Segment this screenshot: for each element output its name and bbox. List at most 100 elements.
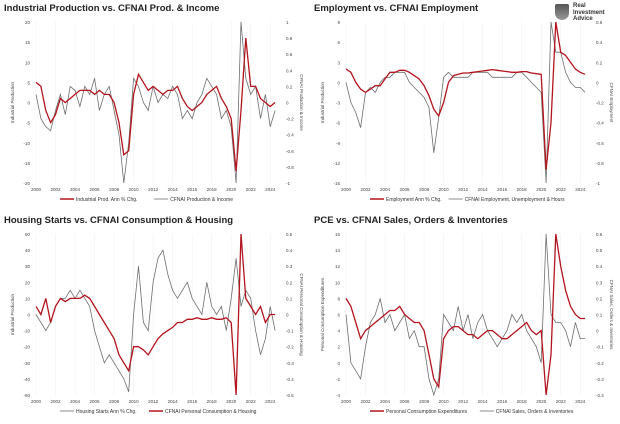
y2-tick-label: 0.6: [286, 52, 293, 57]
y2-tick-label: -0.8: [286, 165, 294, 170]
y-tick-label: -4: [336, 393, 340, 398]
y-tick-label: 0: [27, 101, 30, 106]
y-tick-label: -15: [23, 161, 30, 166]
x-tick-label: 2010: [439, 399, 450, 404]
y2-tick-label: -0.2: [596, 361, 604, 366]
y-tick-label: 5: [27, 80, 30, 85]
panel-industrial-production: Industrial Production vs. CFNAI Prod. & …: [0, 0, 310, 212]
panel-employment: Employment vs. CFNAI Employment 2000 2002 2…: [310, 0, 620, 212]
x-tick-label: 2014: [168, 399, 179, 404]
y-tick-label: -20: [23, 345, 30, 350]
legend-label: CFNAI Personal Consumption & Housing: [165, 409, 257, 415]
logo: Real Investment Advice: [555, 2, 615, 28]
panel-pce: PCE vs. CFNAI Sales, Orders & Inventorie…: [310, 212, 620, 424]
x-tick-label: 2018: [517, 399, 528, 404]
chart-title: Employment vs. CFNAI Employment: [314, 3, 479, 14]
x-tick-label: 2016: [497, 187, 508, 192]
x-tick-label: 2020: [226, 187, 237, 192]
x-tick-label: 2018: [207, 187, 218, 192]
series-line-gray: [345, 233, 586, 397]
y2-tick-label: 0.1: [596, 313, 603, 318]
y2-tick-label: -0.4: [596, 393, 604, 398]
series-line-red: [345, 233, 586, 396]
logo-text: Investment: [573, 9, 605, 16]
y-tick-label: -12: [333, 161, 340, 166]
y-tick-label: -2: [336, 377, 340, 382]
y-tick-label: 0: [337, 80, 340, 85]
x-tick-label: 2000: [341, 187, 352, 192]
y-tick-label: -40: [23, 377, 30, 382]
y2-tick-label: 0: [596, 80, 599, 85]
x-tick-label: 2024: [575, 399, 586, 404]
y2-tick-label: -0.6: [286, 149, 294, 154]
x-tick-label: 2008: [109, 187, 120, 192]
x-tick-label: 2004: [380, 399, 391, 404]
y-axis-label: Industrial Production: [10, 293, 15, 335]
x-tick-label: 2008: [419, 399, 430, 404]
chart-svg: 2000 2002 2004 2006 2008 2010 2012 2014 2016 2018…: [10, 232, 304, 415]
x-tick-label: 2022: [246, 399, 257, 404]
y-tick-label: 50: [25, 232, 31, 237]
series-line-gray: [35, 21, 276, 184]
y-tick-label: 6: [337, 313, 340, 318]
y2-tick-label: 0.6: [596, 20, 603, 25]
y2-tick-label: 0.4: [286, 68, 293, 73]
y-tick-label: -20: [23, 181, 30, 186]
y-tick-label: -9: [336, 141, 340, 146]
series-line-gray: [35, 249, 276, 392]
logo-text: Advice: [573, 16, 593, 22]
y2-tick-label: 0.4: [596, 40, 603, 45]
y-tick-label: 16: [335, 232, 341, 237]
x-tick-label: 2006: [400, 399, 411, 404]
x-tick-label: 2012: [148, 187, 159, 192]
chart-title: Industrial Production vs. CFNAI Prod. & …: [4, 3, 220, 14]
x-tick-label: 2002: [51, 187, 62, 192]
x-tick-label: 2006: [90, 187, 101, 192]
y-tick-label: 10: [25, 60, 31, 65]
x-tick-label: 2006: [90, 399, 101, 404]
y2-tick-label: -0.4: [286, 133, 294, 138]
x-tick-label: 2000: [341, 399, 352, 404]
series-line-gray: [345, 21, 586, 184]
y2-tick-label: -0.5: [286, 393, 294, 398]
chart-svg: 2000 2002 2004 2006 2008 2010 2012 2014 2016 2018…: [320, 232, 614, 415]
x-tick-label: 2000: [31, 187, 42, 192]
y-tick-label: -3: [336, 101, 340, 106]
series-line-red: [35, 233, 276, 396]
legend-label: CFNAI Employment, Unemployment & Hours: [465, 197, 566, 203]
y-axis-label: Industrial Production: [320, 81, 325, 123]
x-tick-label: 2022: [556, 399, 567, 404]
x-tick-label: 2024: [575, 187, 586, 192]
y2-tick-label: -0.3: [286, 361, 294, 366]
panel-housing-starts: Housing Starts vs. CFNAI Consumption & H…: [0, 212, 310, 424]
y2-tick-label: 0.8: [286, 36, 293, 41]
y-tick-label: 20: [25, 280, 31, 285]
x-tick-label: 2006: [400, 187, 411, 192]
y-tick-label: 4: [337, 329, 340, 334]
x-tick-label: 2014: [478, 399, 489, 404]
y2-axis-label: CFNAI Personal Consumption & Housing: [299, 273, 304, 356]
y2-tick-label: 0.3: [286, 264, 293, 269]
legend-label: Personal Consumption Expenditures: [386, 409, 468, 415]
x-tick-label: 2014: [168, 187, 179, 192]
x-tick-label: 2024: [265, 399, 276, 404]
x-tick-label: 2020: [226, 399, 237, 404]
y2-tick-label: -0.2: [596, 101, 604, 106]
series-line-red: [345, 21, 586, 170]
chart-title: PCE vs. CFNAI Sales, Orders & Inventorie…: [314, 215, 508, 226]
y2-axis-label: CFNAI Employment: [609, 83, 614, 124]
y2-tick-label: -0.1: [286, 329, 294, 334]
y-tick-label: 8: [337, 296, 340, 301]
x-tick-label: 2018: [207, 399, 218, 404]
y-tick-label: 15: [25, 40, 31, 45]
y2-tick-label: 0: [596, 329, 599, 334]
logo-shield-icon: [555, 4, 569, 20]
y2-tick-label: -0.2: [286, 345, 294, 350]
y2-tick-label: 0.4: [596, 264, 603, 269]
y-tick-label: 2: [337, 345, 340, 350]
y2-tick-label: 0.5: [286, 232, 293, 237]
y2-tick-label: 0.2: [596, 60, 603, 65]
legend-label: CFNAI Production & Income: [170, 197, 233, 203]
y2-tick-label: 0.3: [596, 280, 603, 285]
y2-tick-label: 0.1: [286, 296, 293, 301]
